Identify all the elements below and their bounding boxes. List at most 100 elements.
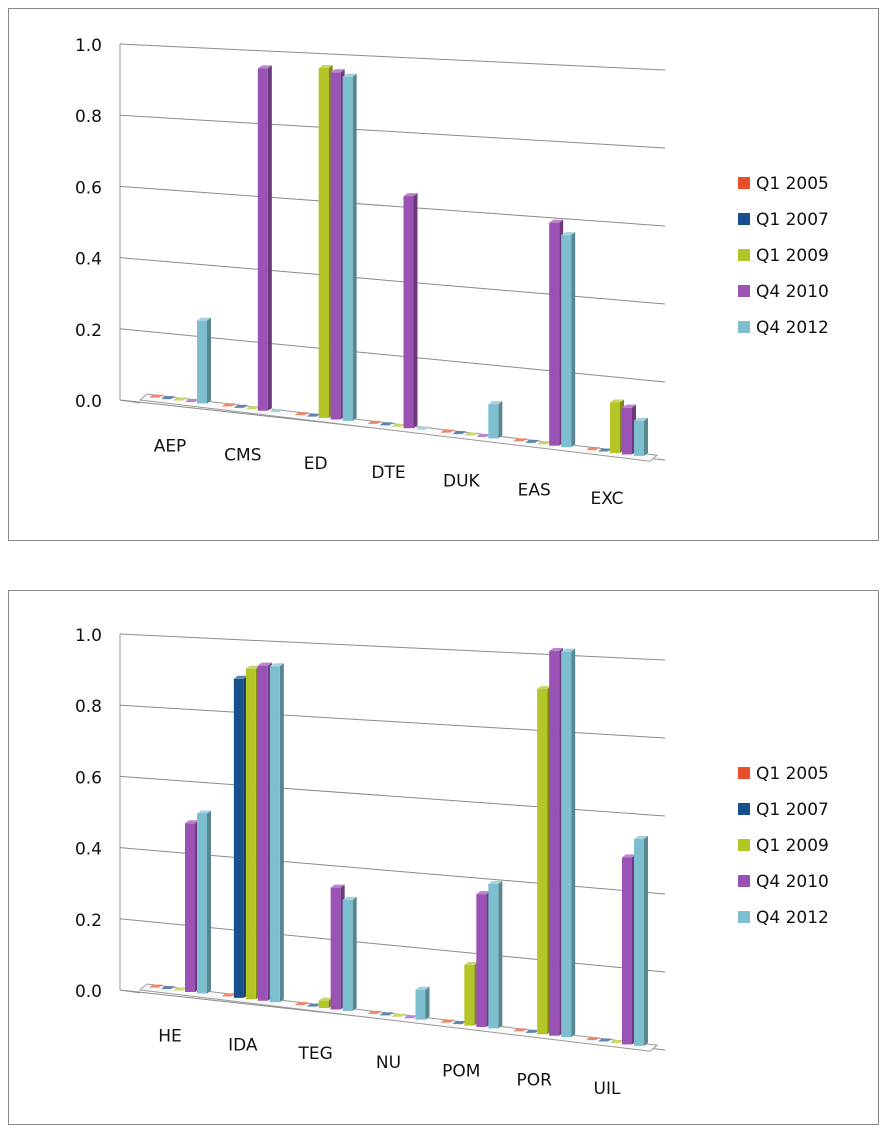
bar-top — [549, 219, 564, 223]
bar-top — [221, 403, 236, 407]
bar-top — [634, 835, 648, 839]
legend-swatch — [738, 177, 750, 189]
bar-top — [379, 1012, 394, 1016]
legend-swatch — [738, 249, 750, 261]
bar-top — [598, 448, 612, 452]
bar-top — [318, 997, 333, 1001]
x-tick-label: ED — [304, 454, 328, 474]
y-tick-label: 0.4 — [75, 250, 102, 270]
bar-top — [330, 69, 345, 73]
bar-group — [513, 1028, 528, 1032]
bar — [403, 196, 414, 429]
bar — [610, 402, 620, 453]
bar-group — [598, 1038, 612, 1042]
bar-top — [586, 1037, 600, 1041]
bar-group — [367, 1010, 382, 1014]
bar-top — [294, 412, 309, 416]
legend-label: Q4 2010 — [756, 872, 829, 892]
x-tick-label: POM — [442, 1062, 480, 1082]
bar-group — [549, 219, 564, 446]
bar-top — [161, 986, 175, 990]
bar-group — [306, 413, 321, 417]
bar-top — [197, 317, 211, 321]
bar-group — [403, 193, 418, 429]
bar-top — [561, 648, 576, 652]
bar-group — [525, 439, 540, 443]
bar-group — [245, 406, 260, 410]
bar — [197, 320, 207, 404]
legend-swatch — [738, 875, 750, 887]
bar-side — [207, 810, 211, 994]
bar — [318, 1000, 329, 1009]
bar-group — [452, 1021, 467, 1025]
bar-group — [233, 404, 248, 408]
bar — [549, 651, 560, 1036]
bar-group — [379, 422, 394, 426]
y-tick-label: 0.0 — [75, 982, 102, 1002]
bar-side — [644, 835, 648, 1046]
x-tick-label: NU — [376, 1053, 401, 1073]
x-tick-label: EAS — [518, 480, 551, 500]
bar-group — [197, 810, 211, 994]
bar-group — [634, 835, 648, 1046]
bar — [342, 76, 353, 421]
bar-top — [622, 404, 636, 408]
bar-group — [318, 997, 333, 1009]
bar-group — [561, 648, 576, 1038]
bar-top — [610, 1040, 624, 1043]
bar-group — [476, 433, 491, 437]
bar-group — [161, 986, 175, 990]
legend-label: Q4 2012 — [756, 318, 829, 338]
grid-line — [119, 114, 666, 149]
bar-top — [525, 1029, 540, 1033]
bar-group — [452, 431, 467, 435]
bar-top — [622, 854, 636, 858]
bar-side — [352, 896, 357, 1011]
bar-group — [415, 986, 430, 1020]
bar — [464, 964, 475, 1026]
bar-side — [571, 648, 576, 1038]
bar-top — [367, 1010, 382, 1014]
bar-top — [476, 433, 491, 437]
bar-side — [498, 401, 503, 439]
legend-swatch — [738, 911, 750, 923]
bar-top — [197, 810, 211, 814]
bar-side — [644, 417, 648, 456]
bar-group — [173, 987, 187, 991]
bar-group — [391, 423, 406, 427]
bar-top — [525, 439, 540, 443]
bar-top — [452, 431, 467, 435]
x-tick-label: UIL — [594, 1079, 621, 1099]
bar-group — [622, 404, 636, 455]
bar-top — [610, 399, 624, 403]
bar-top — [391, 423, 406, 427]
chart-frame — [8, 8, 879, 541]
bar-group — [622, 854, 636, 1045]
bar-top — [513, 438, 528, 442]
floor — [138, 393, 659, 462]
bar-top — [549, 648, 564, 652]
bar-side — [425, 986, 430, 1020]
bar-top — [415, 426, 430, 430]
bar-top — [257, 662, 272, 666]
bar-top — [342, 73, 357, 77]
bar-top — [306, 1003, 321, 1007]
bar-top — [415, 986, 430, 990]
bar — [342, 899, 353, 1011]
bar-top — [488, 401, 503, 405]
legend-swatch — [738, 285, 750, 297]
bar — [488, 883, 499, 1029]
bar-group — [294, 1002, 309, 1006]
bar-group — [221, 993, 236, 997]
y-tick-label: 0.8 — [75, 107, 102, 127]
bar-top — [161, 396, 175, 400]
bar-top — [149, 984, 163, 988]
bar-top — [440, 1019, 455, 1023]
bar-top — [221, 993, 236, 997]
legend-swatch — [738, 321, 750, 333]
bar-group — [342, 73, 357, 421]
bar-group — [403, 1015, 418, 1019]
bar-group — [476, 891, 491, 1027]
legend-swatch — [738, 767, 750, 779]
bar — [185, 823, 195, 992]
